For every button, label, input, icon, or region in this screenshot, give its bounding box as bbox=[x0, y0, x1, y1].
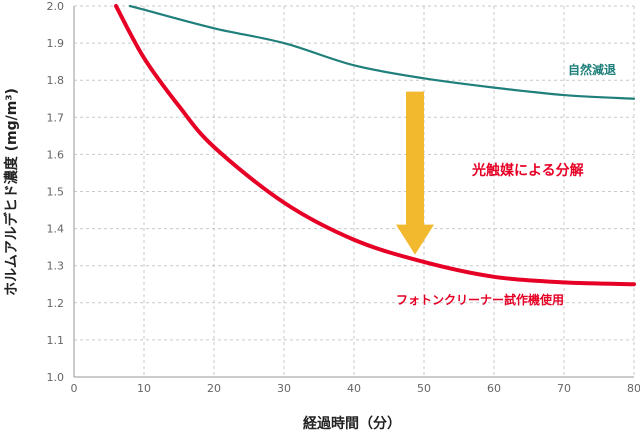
decomposition-arrow bbox=[396, 91, 434, 255]
series-label-photon-cleaner: フォトンクリーナー試作機使用 bbox=[396, 292, 564, 307]
y-tick-label: 1.0 bbox=[47, 371, 65, 384]
x-tick-label: 60 bbox=[487, 382, 501, 395]
y-tick-label: 1.7 bbox=[47, 111, 65, 124]
x-axis-title: 経過時間（分） bbox=[303, 415, 401, 432]
x-tick-label: 20 bbox=[207, 382, 221, 395]
x-tick-label: 50 bbox=[417, 382, 431, 395]
grid-lines bbox=[74, 5, 635, 377]
x-tick-label: 40 bbox=[347, 382, 361, 395]
x-tick-label: 0 bbox=[71, 382, 78, 395]
y-axis-title: ホルムアルデヒド濃度 (mg/m³) bbox=[3, 88, 20, 296]
y-tick-label: 1.1 bbox=[47, 334, 65, 347]
tick-labels: 1.0 1.1 1.2 1.3 1.4 1.5 1.6 1.7 1.8 1.9 2.0 0 10 20 30… bbox=[47, 0, 640, 395]
x-tick-label: 80 bbox=[627, 382, 640, 395]
x-tick-label: 70 bbox=[557, 382, 571, 395]
y-tick-label: 1.4 bbox=[47, 223, 65, 236]
y-tick-label: 1.8 bbox=[47, 74, 65, 87]
series-lines bbox=[114, 4, 636, 287]
series-label-natural-decay: 自然減退 bbox=[568, 62, 616, 77]
down-arrow-icon bbox=[396, 91, 434, 255]
y-tick-label: 1.5 bbox=[47, 186, 65, 199]
y-tick-label: 1.2 bbox=[47, 297, 65, 310]
series-line-photon-cleaner bbox=[114, 4, 636, 287]
y-tick-label: 1.3 bbox=[47, 260, 65, 273]
axes bbox=[73, 6, 634, 378]
y-tick-label: 2.0 bbox=[47, 0, 65, 13]
annotation-photocatalysis: 光触媒による分解 bbox=[471, 162, 584, 179]
y-tick-label: 1.9 bbox=[47, 37, 65, 50]
series-line-natural-decay bbox=[128, 4, 636, 100]
y-tick-label: 1.6 bbox=[47, 148, 65, 161]
x-tick-label: 10 bbox=[137, 382, 151, 395]
x-tick-label: 30 bbox=[277, 382, 291, 395]
